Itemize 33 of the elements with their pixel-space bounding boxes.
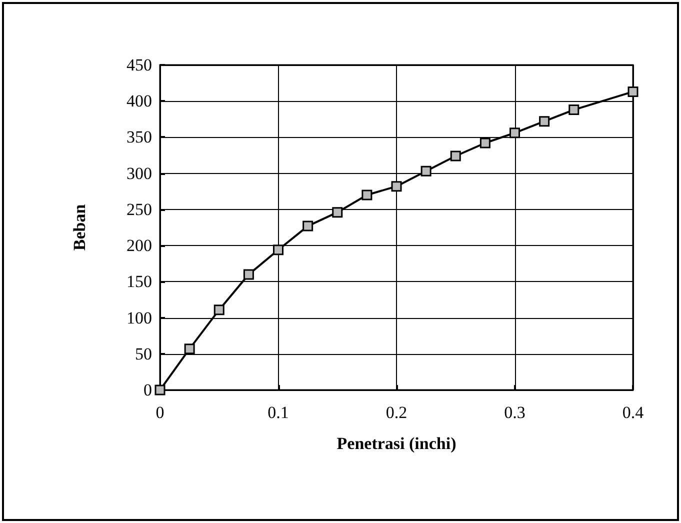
x-tick-label: 0.3 [504,403,526,422]
x-tick-label: 0.4 [622,403,644,422]
y-tick-label: 150 [126,272,152,292]
point [420,166,432,176]
y-tick-label: 350 [126,128,152,147]
x-axis-title: Penetrasi (inchi) [336,434,456,453]
y-axis-title: Beban [70,204,89,251]
y-tick-label: 200 [126,236,152,256]
x-tick-label: 0.1 [268,403,289,422]
point [184,344,195,354]
x-tick-label: 0 [156,403,164,422]
point [568,104,580,116]
point [480,138,490,148]
point [332,207,343,218]
y-tick-label: 450 [126,56,152,74]
y-tick-label: 100 [126,308,152,328]
point [391,181,402,192]
point [628,86,638,97]
y-tick-label: 50 [135,344,152,364]
point [154,384,166,396]
point [273,244,284,256]
point [510,128,520,138]
point [362,190,372,200]
x-tick-label: 0.2 [386,403,408,422]
y-tick-label: 0 [144,380,152,400]
point [302,220,314,232]
y-tick-label: 300 [126,164,152,183]
point [243,269,254,280]
point [450,150,461,162]
point [214,304,224,316]
y-tick-label: 250 [126,200,152,219]
point [539,116,550,127]
y-tick-label: 400 [126,92,152,111]
